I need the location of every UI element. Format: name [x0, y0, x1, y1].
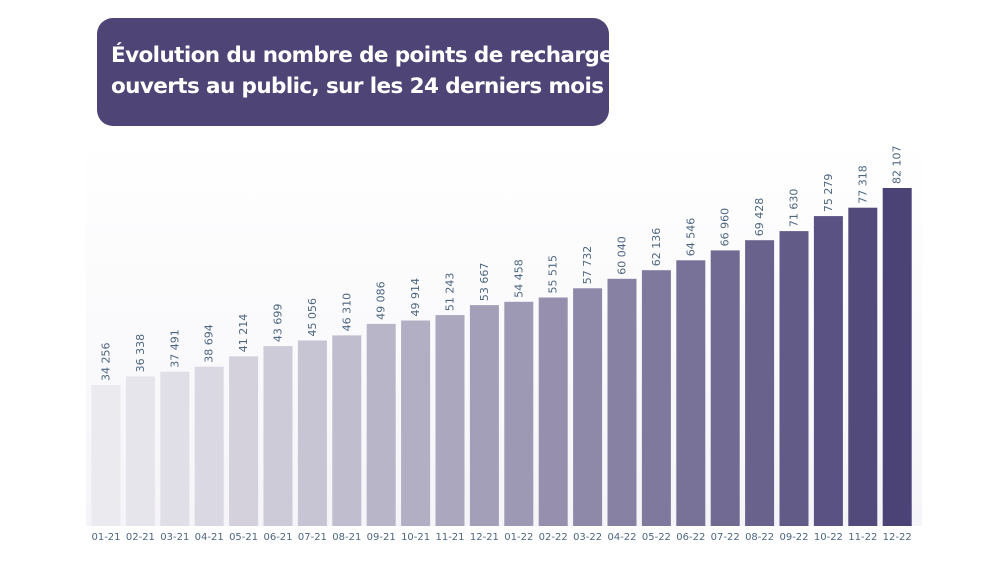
x-tick-label-11-22: 11-22 [848, 532, 877, 543]
value-label-08-21: 46 310 [340, 293, 353, 332]
x-tick-label-03-22: 03-22 [573, 532, 602, 543]
x-tick-label-02-21: 02-21 [126, 532, 155, 543]
value-label-06-21: 43 699 [272, 304, 285, 343]
value-label-08-22: 69 428 [753, 198, 766, 237]
value-label-05-22: 62 136 [650, 228, 663, 267]
value-label-11-21: 51 243 [444, 273, 457, 312]
value-label-10-21: 49 914 [409, 278, 422, 317]
value-label-04-22: 60 040 [616, 236, 629, 275]
chart-title-line-2: ouverts au public, sur les 24 derniers m… [111, 74, 604, 99]
value-label-12-22: 82 107 [891, 146, 904, 185]
value-label-05-21: 41 214 [237, 314, 250, 353]
value-label-09-22: 71 630 [788, 189, 801, 228]
value-labels-group: 34 256 36 338 37 491 38 694 41 214 43 699 45 0… [100, 146, 904, 382]
bar-08-21 [332, 335, 362, 526]
value-label-03-21: 37 491 [168, 329, 181, 368]
value-label-07-22: 66 960 [719, 208, 732, 247]
chart-title-line-1: Évolution du nombre de points de recharg… [111, 43, 614, 68]
bar-10-21 [401, 320, 431, 526]
x-tick-label-01-21: 01-21 [91, 532, 120, 543]
value-label-03-22: 57 732 [581, 246, 594, 285]
bar-06-22 [676, 260, 706, 526]
x-tick-label-07-22: 07-22 [711, 532, 740, 543]
bar-05-21 [229, 356, 259, 526]
x-tick-label-08-21: 08-21 [332, 532, 361, 543]
value-label-11-22: 77 318 [856, 165, 869, 204]
value-label-12-21: 53 667 [478, 263, 491, 302]
x-tick-label-08-22: 08-22 [745, 532, 774, 543]
bar-02-21 [125, 376, 155, 526]
x-tick-label-06-21: 06-21 [263, 532, 292, 543]
x-tick-label-09-22: 09-22 [779, 532, 808, 543]
x-tick-label-11-21: 11-21 [435, 532, 464, 543]
x-tick-label-09-21: 09-21 [367, 532, 396, 543]
value-label-04-21: 38 694 [203, 324, 216, 363]
x-tick-label-04-22: 04-22 [607, 532, 636, 543]
bar-12-21 [469, 305, 499, 526]
bar-08-22 [745, 240, 775, 526]
value-label-02-21: 36 338 [134, 334, 147, 373]
value-label-09-21: 49 086 [375, 281, 388, 320]
x-tick-label-05-22: 05-22 [642, 532, 671, 543]
x-tick-label-02-22: 02-22 [539, 532, 568, 543]
bars-group [91, 188, 912, 526]
value-label-01-22: 54 458 [512, 259, 525, 298]
x-tick-label-12-21: 12-21 [470, 532, 499, 543]
bar-03-22 [573, 288, 603, 526]
bar-01-22 [504, 301, 534, 526]
value-label-06-22: 64 546 [684, 218, 697, 257]
bar-07-22 [710, 250, 740, 526]
chart-title-box: Évolution du nombre de points de recharg… [97, 18, 614, 126]
bar-04-22 [607, 278, 637, 526]
x-tick-label-04-21: 04-21 [195, 532, 224, 543]
value-label-01-21: 34 256 [100, 343, 113, 382]
x-tick-label-06-22: 06-22 [676, 532, 705, 543]
x-tick-label-01-22: 01-22 [504, 532, 533, 543]
bar-11-22 [848, 207, 878, 526]
bar-11-21 [435, 315, 465, 526]
bar-06-21 [263, 346, 293, 526]
x-tick-label-10-22: 10-22 [814, 532, 843, 543]
bar-09-21 [366, 323, 396, 526]
bar-03-21 [160, 371, 190, 526]
x-tick-label-07-21: 07-21 [298, 532, 327, 543]
x-tick-label-10-21: 10-21 [401, 532, 430, 543]
bar-09-22 [779, 231, 809, 526]
bar-07-21 [297, 340, 327, 526]
bar-02-22 [538, 297, 568, 526]
x-tick-label-05-21: 05-21 [229, 532, 258, 543]
value-label-07-21: 45 056 [306, 298, 319, 337]
bar-05-22 [641, 270, 671, 526]
bar-10-22 [813, 216, 843, 526]
value-label-02-22: 55 515 [547, 255, 560, 294]
bar-12-22 [882, 188, 912, 526]
bar-04-21 [194, 366, 224, 526]
bar-01-21 [91, 385, 121, 526]
x-tick-labels-group: 01-21 02-21 03-21 04-21 05-21 06-21 07-21 08-21… [91, 532, 911, 543]
value-label-10-22: 75 279 [822, 174, 835, 213]
x-tick-label-03-21: 03-21 [160, 532, 189, 543]
x-tick-label-12-22: 12-22 [883, 532, 912, 543]
